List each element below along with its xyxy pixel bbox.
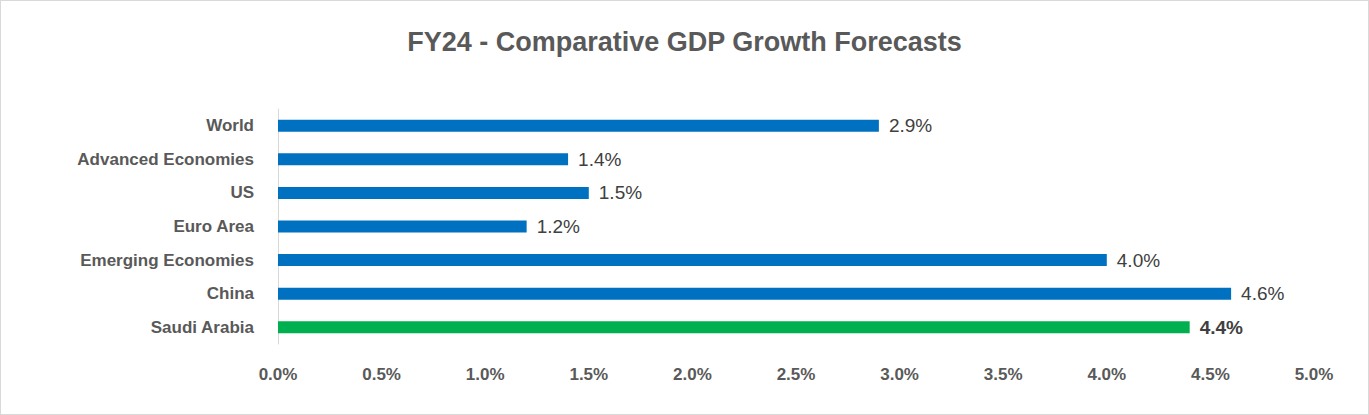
svg-text:FY24 - Comparative GDP Growth: FY24 - Comparative GDP Growth Forecasts xyxy=(407,27,962,57)
svg-text:Advanced Economies: Advanced Economies xyxy=(77,150,254,169)
svg-text:2.9%: 2.9% xyxy=(889,115,932,136)
svg-text:5.0%: 5.0% xyxy=(1295,365,1334,384)
svg-text:China: China xyxy=(207,284,255,303)
svg-text:3.0%: 3.0% xyxy=(880,365,919,384)
svg-text:Euro Area: Euro Area xyxy=(173,217,254,236)
svg-text:2.0%: 2.0% xyxy=(673,365,712,384)
svg-text:4.0%: 4.0% xyxy=(1087,365,1126,384)
svg-text:Emerging Economies: Emerging Economies xyxy=(80,251,254,270)
svg-text:2.5%: 2.5% xyxy=(777,365,816,384)
svg-text:4.6%: 4.6% xyxy=(1241,283,1284,304)
svg-text:1.2%: 1.2% xyxy=(537,216,580,237)
svg-text:3.5%: 3.5% xyxy=(984,365,1023,384)
svg-text:World: World xyxy=(206,116,254,135)
svg-text:1.4%: 1.4% xyxy=(578,149,621,170)
svg-text:0.5%: 0.5% xyxy=(362,365,401,384)
svg-text:1.5%: 1.5% xyxy=(599,182,642,203)
svg-text:4.0%: 4.0% xyxy=(1117,250,1160,271)
svg-text:Saudi Arabia: Saudi Arabia xyxy=(151,318,255,337)
svg-text:4.4%: 4.4% xyxy=(1200,317,1243,338)
svg-text:1.0%: 1.0% xyxy=(466,365,505,384)
svg-text:1.5%: 1.5% xyxy=(569,365,608,384)
svg-text:US: US xyxy=(230,183,254,202)
svg-text:4.5%: 4.5% xyxy=(1191,365,1230,384)
svg-text:0.0%: 0.0% xyxy=(259,365,298,384)
